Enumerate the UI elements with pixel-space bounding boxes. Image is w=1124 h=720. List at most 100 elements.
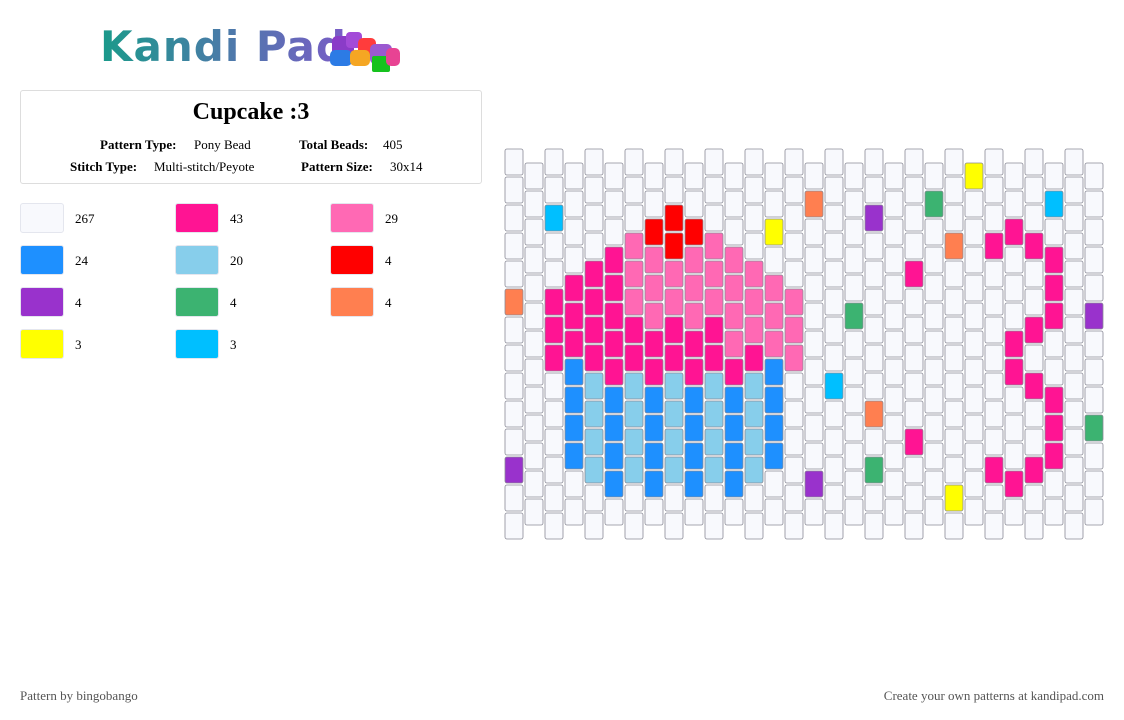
bead bbox=[644, 330, 664, 358]
bead bbox=[704, 176, 724, 204]
footer-link[interactable]: Create your own patterns at kandipad.com bbox=[883, 688, 1104, 703]
bead bbox=[864, 344, 884, 372]
bead bbox=[604, 330, 624, 358]
bead bbox=[664, 400, 684, 428]
bead bbox=[784, 400, 804, 428]
bead bbox=[584, 400, 604, 428]
bead bbox=[964, 386, 984, 414]
bead bbox=[664, 316, 684, 344]
bead bbox=[944, 232, 964, 260]
bead bbox=[704, 148, 724, 176]
bead bbox=[824, 372, 844, 400]
bead bbox=[924, 330, 944, 358]
bead bbox=[524, 442, 544, 470]
bead bbox=[764, 190, 784, 218]
bead bbox=[884, 218, 904, 246]
bead bbox=[1004, 386, 1024, 414]
bead bbox=[524, 274, 544, 302]
bead bbox=[1024, 232, 1044, 260]
bead bbox=[784, 176, 804, 204]
bead bbox=[684, 274, 704, 302]
legend-swatch bbox=[20, 245, 64, 275]
bead bbox=[604, 274, 624, 302]
bead bbox=[584, 204, 604, 232]
bead bbox=[704, 288, 724, 316]
bead bbox=[964, 246, 984, 274]
bead bbox=[1024, 288, 1044, 316]
bead bbox=[684, 302, 704, 330]
bead bbox=[804, 218, 824, 246]
bead bbox=[764, 218, 784, 246]
bead bbox=[664, 344, 684, 372]
bead bbox=[784, 204, 804, 232]
bead bbox=[864, 232, 884, 260]
legend-item: 4 bbox=[175, 287, 325, 319]
bead bbox=[824, 512, 844, 540]
bead bbox=[844, 442, 864, 470]
bead bbox=[504, 456, 524, 484]
logo[interactable]: Kandi Pad bbox=[100, 22, 347, 71]
bead bbox=[804, 330, 824, 358]
bead bbox=[764, 470, 784, 498]
bead bbox=[544, 148, 564, 176]
bead bbox=[884, 330, 904, 358]
bead bbox=[924, 414, 944, 442]
bead bbox=[964, 442, 984, 470]
bead bbox=[1084, 442, 1104, 470]
bead bbox=[724, 218, 744, 246]
bead bbox=[984, 148, 1004, 176]
bead bbox=[524, 190, 544, 218]
bead bbox=[784, 288, 804, 316]
legend-swatch bbox=[175, 203, 219, 233]
bead bbox=[824, 484, 844, 512]
bead bbox=[904, 260, 924, 288]
bead bbox=[1064, 428, 1084, 456]
bead bbox=[1004, 442, 1024, 470]
bead bbox=[764, 302, 784, 330]
bead bbox=[904, 148, 924, 176]
bead bbox=[664, 456, 684, 484]
bead bbox=[584, 288, 604, 316]
bead bbox=[1064, 456, 1084, 484]
legend-count: 267 bbox=[75, 211, 95, 226]
bead bbox=[964, 190, 984, 218]
bead bbox=[944, 176, 964, 204]
bead bbox=[904, 176, 924, 204]
bead bbox=[1044, 358, 1064, 386]
bead bbox=[924, 218, 944, 246]
bead bbox=[764, 246, 784, 274]
bead bbox=[744, 288, 764, 316]
legend-count: 43 bbox=[230, 211, 243, 226]
bead bbox=[764, 414, 784, 442]
legend-count: 4 bbox=[385, 295, 392, 310]
bead bbox=[1004, 414, 1024, 442]
bead bbox=[1024, 260, 1044, 288]
bead bbox=[1024, 204, 1044, 232]
bead bbox=[624, 484, 644, 512]
bead bbox=[984, 344, 1004, 372]
bead bbox=[1064, 204, 1084, 232]
value: 405 bbox=[383, 137, 403, 152]
bead bbox=[704, 260, 724, 288]
bead bbox=[544, 260, 564, 288]
bead bbox=[784, 260, 804, 288]
bead bbox=[584, 148, 604, 176]
bead bbox=[684, 218, 704, 246]
bead bbox=[764, 330, 784, 358]
bead bbox=[524, 414, 544, 442]
legend-swatch bbox=[175, 329, 219, 359]
bead bbox=[984, 288, 1004, 316]
bead bbox=[564, 302, 584, 330]
bead bbox=[744, 148, 764, 176]
bead bbox=[844, 190, 864, 218]
bead bbox=[984, 428, 1004, 456]
bead bbox=[944, 372, 964, 400]
bead bbox=[664, 148, 684, 176]
bead bbox=[664, 260, 684, 288]
bead bbox=[564, 246, 584, 274]
bead bbox=[1024, 344, 1044, 372]
bead bbox=[944, 204, 964, 232]
bead bbox=[1004, 274, 1024, 302]
bead bbox=[844, 162, 864, 190]
bead bbox=[924, 246, 944, 274]
